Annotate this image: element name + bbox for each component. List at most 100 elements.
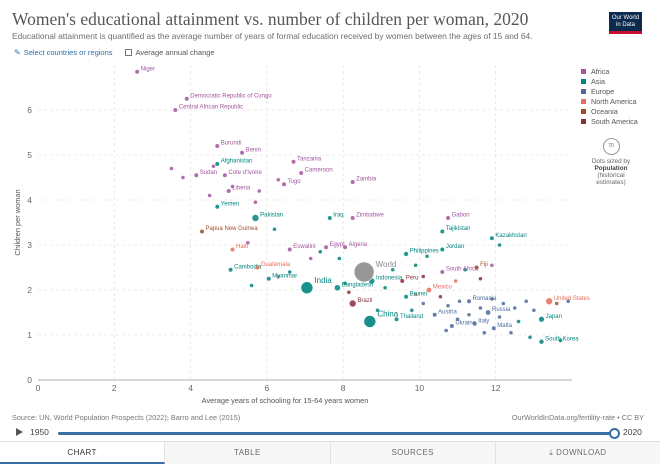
data-point (446, 216, 451, 220)
data-point (375, 308, 380, 313)
data-point-label: Yemen (221, 201, 239, 207)
data-point (291, 159, 296, 164)
x-tick-label: 8 (341, 383, 346, 393)
data-point (230, 247, 235, 252)
timeline-track[interactable] (58, 432, 615, 435)
owid-logo[interactable]: Our World in Data (609, 12, 642, 34)
size-legend-title: Population (594, 165, 628, 172)
y-tick-label: 2 (27, 285, 32, 295)
data-point-label: United States (554, 296, 590, 302)
data-point-label: Papua New Guinea (206, 226, 259, 232)
data-point-label: Gabon (452, 213, 470, 219)
data-point (467, 299, 472, 304)
data-point (334, 284, 341, 291)
y-axis-label: Children per woman (13, 189, 22, 255)
data-point (318, 249, 323, 254)
pencil-icon: ✎ (14, 48, 21, 57)
data-point (194, 173, 199, 178)
data-point (215, 204, 220, 209)
data-point (343, 245, 348, 250)
data-point (497, 243, 502, 247)
legend-item-north-america[interactable]: North America (581, 96, 638, 106)
x-tick-label: 6 (264, 383, 269, 393)
legend-item-oceania[interactable]: Oceania (581, 106, 638, 116)
legend-swatch (581, 68, 586, 74)
data-point (490, 297, 494, 301)
x-tick-label: 0 (36, 383, 41, 393)
data-point (404, 294, 409, 299)
data-point (501, 301, 506, 306)
tab-chart[interactable]: CHART (0, 442, 166, 464)
data-point (545, 298, 553, 305)
legend-swatch (581, 88, 586, 94)
data-point (463, 267, 468, 272)
data-point-label: Myanmar (272, 273, 297, 279)
chart-subtitle: Educational attainment is quantified as … (12, 31, 533, 41)
data-point-label: Afghanistan (221, 159, 253, 165)
data-point (394, 317, 399, 322)
timeline-end-year[interactable]: 2020 (623, 427, 642, 437)
average-annual-change-toggle[interactable]: Average annual change (124, 48, 215, 57)
checkbox-icon[interactable] (124, 49, 132, 56)
data-point (249, 283, 254, 288)
data-point-label: Niger (141, 66, 155, 72)
data-point-label: Romania (473, 296, 498, 302)
data-point-label: Iraq (333, 213, 343, 219)
average-annual-change-label: Average annual change (135, 48, 215, 57)
y-tick-label: 6 (27, 105, 32, 115)
data-point (240, 150, 245, 155)
play-icon[interactable] (16, 428, 23, 436)
tab-table[interactable]: TABLE (165, 442, 331, 464)
data-point (207, 193, 212, 198)
data-point (490, 263, 494, 268)
legend-label: North America (591, 96, 637, 106)
data-point (266, 276, 271, 281)
timeline-start-year[interactable]: 1950 (30, 427, 49, 437)
data-point-label: Burundi (221, 141, 242, 147)
legend-label: Asia (591, 76, 605, 86)
data-point (440, 270, 445, 274)
size-legend: 70 Dots sized by Population (historical … (585, 134, 637, 186)
data-point-label: Bangladesh (342, 282, 374, 288)
legend-item-asia[interactable]: Asia (581, 76, 638, 86)
data-point (363, 315, 377, 328)
legend-swatch (581, 108, 586, 114)
data-point-label: Cameroon (305, 168, 333, 174)
data-point-label: Peru (406, 276, 419, 282)
tab-download[interactable]: ⤓ DOWNLOAD (496, 442, 660, 464)
data-point (337, 256, 342, 261)
data-point (272, 227, 277, 232)
data-point-label: Cambodia (234, 264, 262, 270)
legend-item-europe[interactable]: Europe (581, 86, 638, 96)
legend-swatch (581, 118, 586, 124)
download-icon: ⤓ (549, 448, 554, 457)
data-point (230, 184, 235, 189)
data-point (255, 265, 260, 270)
source-url-link[interactable]: OurWorldInData.org/fertility-rate • CC B… (511, 413, 644, 422)
legend-item-south-america[interactable]: South America (581, 116, 638, 126)
data-point (453, 279, 458, 283)
data-point (438, 294, 443, 299)
select-countries-button[interactable]: ✎ Select countries or regions (14, 48, 113, 57)
data-point-label: Togo (288, 179, 302, 185)
legend-item-africa[interactable]: Africa (581, 66, 638, 76)
data-point (413, 263, 418, 268)
data-point (257, 189, 262, 193)
data-point (432, 312, 437, 317)
data-point (245, 240, 250, 245)
data-point-label: Algeria (349, 242, 368, 248)
data-point-label: Benin (246, 147, 261, 153)
data-point (425, 254, 429, 259)
data-point-label: Brazil (357, 298, 372, 304)
tab-sources[interactable]: SOURCES (331, 442, 496, 464)
data-point (491, 326, 496, 331)
tab-download-label: DOWNLOAD (556, 448, 607, 457)
timeline-handle[interactable] (609, 428, 620, 439)
data-point (472, 321, 477, 326)
data-point (489, 236, 494, 241)
data-point (509, 330, 513, 335)
data-point (181, 175, 185, 180)
data-point (222, 173, 227, 178)
legend-swatch (581, 98, 586, 104)
